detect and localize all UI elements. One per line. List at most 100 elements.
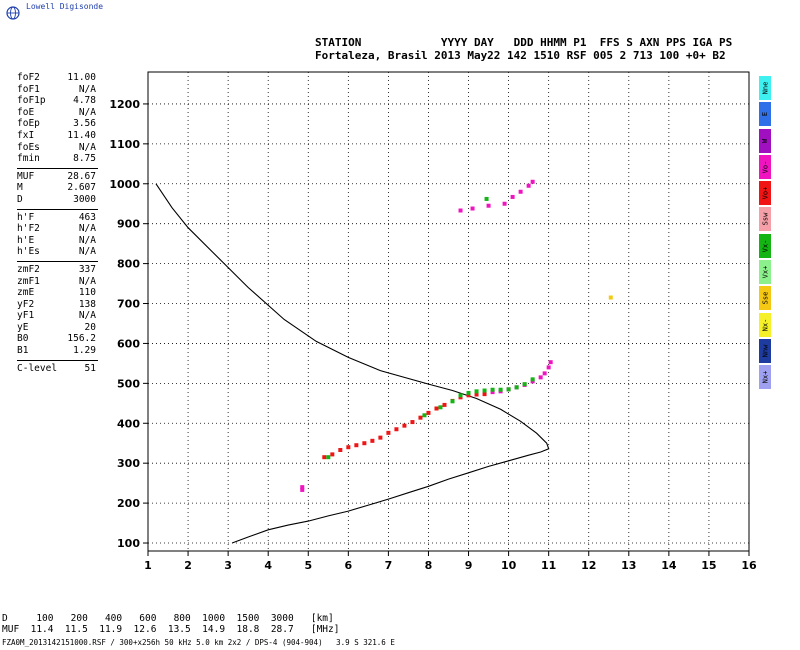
legend-label: Vo- bbox=[761, 160, 769, 174]
legend-swatch: Vx+ bbox=[759, 260, 771, 285]
param-value: N/A bbox=[78, 246, 96, 258]
echo-point bbox=[530, 179, 535, 184]
legend-label: E bbox=[761, 112, 769, 117]
echo-point bbox=[300, 485, 305, 490]
echo-point bbox=[394, 427, 399, 432]
echo-point bbox=[482, 392, 487, 397]
echo-point bbox=[354, 443, 359, 448]
param-label: yF1 bbox=[17, 310, 35, 322]
param-label: h'F bbox=[17, 211, 35, 223]
header-line-1: STATION YYYY DAY DDD HHMM P1 FFS S AXN P… bbox=[315, 36, 733, 49]
param-row: MUF 28.67 bbox=[0, 171, 98, 183]
echo-point bbox=[506, 387, 511, 392]
echo-point bbox=[322, 455, 327, 460]
grid-lines bbox=[148, 72, 749, 551]
param-value: N/A bbox=[78, 106, 96, 118]
param-label: h'E bbox=[17, 234, 35, 246]
x-tick-label: 16 bbox=[741, 559, 757, 572]
param-row: h'F2 N/A bbox=[0, 223, 98, 235]
param-row: foF2 11.00 bbox=[0, 72, 98, 84]
legend-swatch: Nx- bbox=[759, 312, 771, 337]
param-label: foF1 bbox=[17, 83, 40, 95]
legend-label: Nnw bbox=[761, 344, 769, 358]
x-tick-label: 6 bbox=[345, 559, 353, 572]
param-label: zmE bbox=[17, 287, 35, 299]
param-value: 463 bbox=[78, 211, 96, 223]
param-separator bbox=[17, 260, 98, 262]
param-row: fxI 11.40 bbox=[0, 130, 98, 142]
echo-point bbox=[418, 415, 423, 420]
echo-point bbox=[466, 393, 471, 398]
y-tick-label: 500 bbox=[117, 377, 140, 390]
param-label: zmF1 bbox=[17, 275, 40, 287]
param-value: 8.75 bbox=[73, 153, 96, 165]
file-info-footer: FZA0M_2013142151000.RSF / 300+x256h 50 k… bbox=[2, 638, 395, 647]
y-tick-label: 300 bbox=[117, 457, 140, 470]
x-tick-label: 7 bbox=[385, 559, 393, 572]
param-row: C-level 51 bbox=[0, 363, 98, 375]
param-row: yE 20 bbox=[0, 322, 98, 334]
legend-label: Nne bbox=[761, 81, 769, 95]
param-row: fmin 8.75 bbox=[0, 153, 98, 165]
param-label: B0 bbox=[17, 333, 29, 345]
param-value: 51 bbox=[84, 362, 96, 374]
param-value: 156.2 bbox=[67, 333, 96, 345]
param-label: foE bbox=[17, 106, 35, 118]
legend-swatch: E bbox=[759, 102, 771, 127]
echo-point bbox=[474, 389, 479, 394]
echo-point bbox=[510, 194, 515, 199]
globe-icon bbox=[6, 6, 20, 20]
echo-point bbox=[608, 295, 613, 300]
param-label: C-level bbox=[17, 362, 58, 374]
y-tick-label: 1100 bbox=[109, 138, 140, 151]
echo-point bbox=[438, 405, 443, 410]
param-label: M bbox=[17, 182, 23, 194]
chart-marks bbox=[155, 179, 613, 544]
param-label: B1 bbox=[17, 345, 29, 357]
param-value: 28.67 bbox=[67, 170, 96, 182]
echo-point bbox=[466, 390, 471, 395]
echo-point bbox=[426, 410, 431, 415]
echo-point bbox=[518, 189, 523, 194]
echo-point bbox=[546, 365, 551, 370]
param-row: zmE 110 bbox=[0, 287, 98, 299]
y-tick-label: 600 bbox=[117, 337, 140, 350]
echo-point bbox=[422, 413, 427, 418]
param-label: yF2 bbox=[17, 298, 35, 310]
param-separator bbox=[17, 167, 98, 169]
legend-swatch: Sse bbox=[759, 286, 771, 311]
echo-point bbox=[370, 438, 375, 443]
echo-point bbox=[458, 208, 463, 213]
param-value: N/A bbox=[78, 234, 96, 246]
echo-point bbox=[474, 392, 479, 397]
legend-swatch: Nx+ bbox=[759, 365, 771, 390]
param-row: foEs N/A bbox=[0, 142, 98, 154]
echo-point bbox=[442, 402, 447, 407]
param-row: zmF2 337 bbox=[0, 264, 98, 276]
legend-swatch: Nnw bbox=[759, 338, 771, 363]
param-value: 3000 bbox=[73, 193, 96, 205]
param-row: yF1 N/A bbox=[0, 310, 98, 322]
y-tick-label: 800 bbox=[117, 258, 140, 271]
echo-point bbox=[346, 445, 351, 450]
param-row: foE N/A bbox=[0, 107, 98, 119]
param-label: fxI bbox=[17, 129, 35, 141]
param-value: 4.78 bbox=[73, 95, 96, 107]
echo-point bbox=[542, 371, 547, 376]
echo-point bbox=[482, 388, 487, 393]
param-label: foEs bbox=[17, 141, 40, 153]
x-tick-label: 13 bbox=[621, 559, 636, 572]
x-tick-label: 12 bbox=[581, 559, 596, 572]
y-tick-label: 900 bbox=[117, 218, 140, 231]
brand-name: Lowell Digisonde bbox=[26, 2, 104, 11]
x-tick-label: 8 bbox=[425, 559, 433, 572]
polarization-legend: Nne E W Vo- Vo+ Ssw Vx- Vx+ Sse Nx- Nnw Nx+ bbox=[759, 76, 771, 392]
param-label: zmF2 bbox=[17, 263, 40, 275]
echo-point bbox=[326, 455, 331, 460]
param-value: N/A bbox=[78, 223, 96, 235]
echo-point bbox=[470, 206, 475, 211]
echo-point bbox=[338, 448, 343, 453]
x-axis-ticks: 1 2 3 4 5 6 7 8 9 10 11 12 13 14 15 16 bbox=[144, 551, 757, 572]
param-value: 1.29 bbox=[73, 345, 96, 357]
echo-point bbox=[330, 452, 335, 457]
